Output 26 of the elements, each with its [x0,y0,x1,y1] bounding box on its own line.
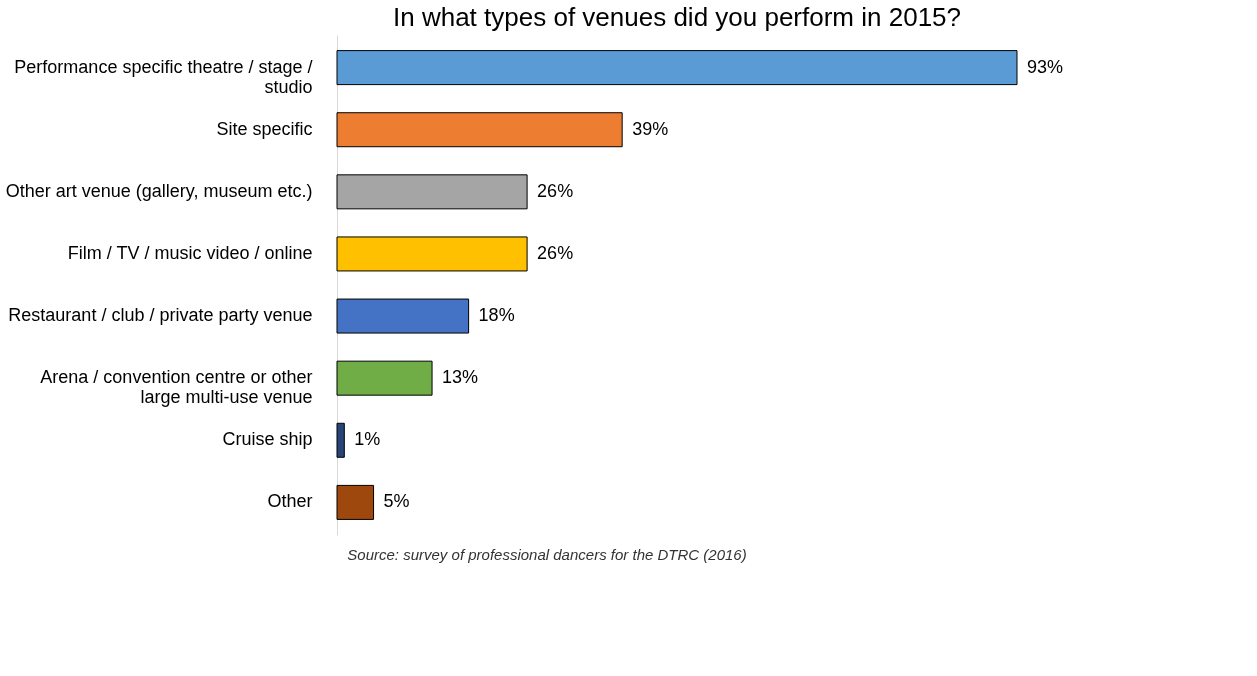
bar [336,360,433,396]
y-tick-label: Performance specific theatre / stage / studio [14,56,313,97]
y-tick-label: Other art venue (gallery, museum etc.) [5,180,313,201]
bar [336,298,470,334]
y-tick-label: Cruise ship [222,429,313,450]
data-label: 18% [478,305,515,326]
bar [336,50,1018,86]
bar [336,174,528,210]
data-label: 93% [1027,56,1064,77]
y-tick-label: Arena / convention centre or other large multi-use venue [40,367,313,408]
y-tick-label: Restaurant / club / private party venue [8,305,313,326]
y-tick-label: Site specific [216,118,313,139]
data-label: 26% [537,242,574,263]
source-note: Source: survey of professional dancers for the DTRC (2016) [347,546,747,563]
data-label: 39% [632,118,669,139]
data-label: 26% [537,180,574,201]
data-label: 1% [354,429,381,450]
y-tick-label: Film / TV / music video / online [67,242,313,263]
chart-title: In what types of venues did you perform in 2015? [392,2,962,32]
bar [336,484,375,520]
data-label: 5% [383,491,410,512]
bar [336,422,345,458]
bar [336,236,528,272]
y-tick-label: Other [267,491,313,512]
bar [336,112,623,148]
data-label: 13% [442,367,479,388]
